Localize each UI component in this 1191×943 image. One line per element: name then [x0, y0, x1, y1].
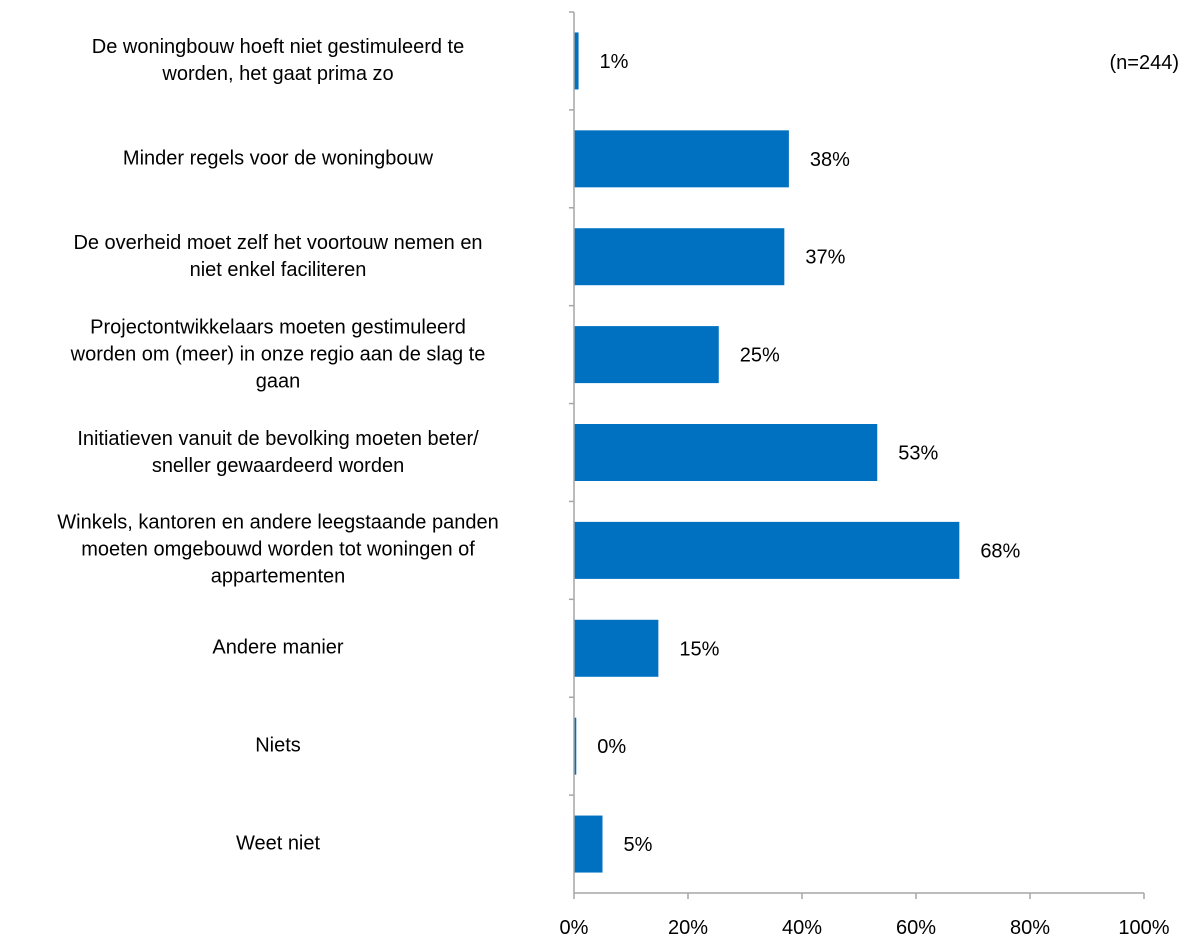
data-label-1: 1%: [600, 51, 629, 73]
data-label-4: 25%: [740, 345, 780, 367]
bar-7: [574, 619, 659, 677]
category-label-line: Andere manier: [212, 636, 344, 659]
category-label-3: De overheid moet zelf het voortouw nemen…: [4, 230, 552, 284]
category-label-6: Winkels, kantoren en andere leegstaande …: [4, 510, 552, 591]
category-label-2: Minder regels voor de woningbouw: [4, 145, 552, 172]
category-label-4: Projectontwikkelaars moeten gestimuleerd…: [4, 314, 552, 395]
x-tick-label: 20%: [668, 917, 708, 939]
category-label-1: De woningbouw hoeft niet gestimuleerd te…: [4, 34, 552, 88]
bar-6: [574, 521, 960, 579]
category-label-line: De woningbouw hoeft niet gestimuleerd te: [91, 35, 465, 58]
category-label-line: Projectontwikkelaars moeten gestimuleerd: [90, 316, 466, 339]
category-label-line: niet enkel faciliteren: [189, 258, 367, 281]
axis-layer: [569, 11, 1145, 899]
bar-1: [574, 32, 579, 90]
bars-layer: [574, 32, 960, 873]
x-tick-label: 100%: [1118, 917, 1169, 939]
category-label-line: De overheid moet zelf het voortouw nemen…: [73, 231, 483, 254]
category-label-9: Weet niet: [4, 831, 552, 858]
category-label-line: Initiatieven vanuit de bevolking moeten …: [77, 427, 479, 450]
category-label-5: Initiatieven vanuit de bevolking moeten …: [4, 426, 552, 480]
data-label-8: 0%: [597, 736, 626, 758]
x-tick-label: 0%: [560, 917, 589, 939]
bar-3: [574, 228, 785, 286]
bar-9: [574, 815, 603, 873]
category-label-line: sneller gewaardeerd worden: [151, 454, 405, 477]
data-label-7: 15%: [679, 638, 719, 660]
bar-4: [574, 326, 719, 384]
category-label-line: appartementen: [210, 565, 346, 588]
category-label-line: worden om (meer) in onze regio aan de sl…: [70, 343, 486, 366]
category-label-line: worden, het gaat prima zo: [162, 62, 394, 85]
data-label-2: 38%: [810, 149, 850, 171]
category-label-8: Niets: [4, 733, 552, 760]
tick-labels-layer: 0% 20% 40% 60% 80% 100%: [560, 917, 1170, 939]
category-label-7: Andere manier: [4, 635, 552, 662]
data-label-6: 68%: [980, 540, 1020, 562]
bar-2: [574, 130, 789, 188]
bar-5: [574, 424, 878, 481]
data-label-9: 5%: [624, 834, 653, 856]
bar-8: [574, 717, 577, 775]
category-label-line: Niets: [255, 734, 301, 757]
x-tick-label: 60%: [896, 917, 936, 939]
x-tick-label: 80%: [1010, 917, 1050, 939]
category-label-line: Winkels, kantoren en andere leegstaande …: [57, 511, 499, 534]
value-labels-layer: 1% 38% 37% 25% 53% 68% 15% 0% 5%: [597, 51, 1020, 856]
category-label-line: moeten omgebouwd worden tot woningen of: [81, 538, 475, 561]
sample-size-note: (n=244): [1109, 52, 1180, 74]
data-label-5: 53%: [898, 443, 938, 465]
x-tick-label: 40%: [782, 917, 822, 939]
category-label-line: gaan: [255, 370, 301, 393]
data-label-3: 37%: [805, 247, 845, 269]
category-label-line: Minder regels voor de woningbouw: [122, 147, 434, 170]
category-label-line: Weet niet: [235, 832, 321, 855]
